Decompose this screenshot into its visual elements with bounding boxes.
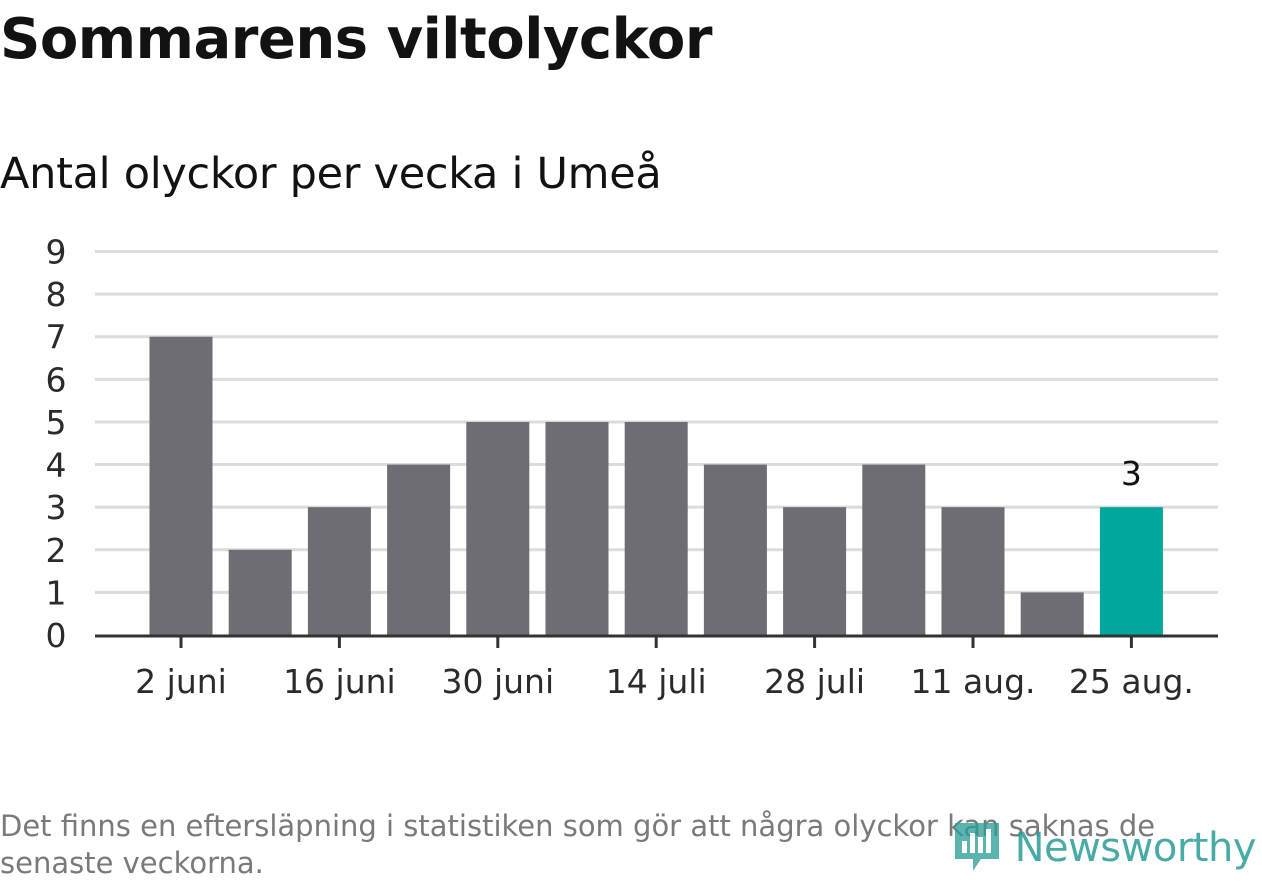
y-tick-label: 5	[46, 403, 67, 442]
data-label: 3	[1121, 454, 1142, 493]
bar	[387, 464, 451, 635]
y-axis-ticks: 0 12 34 5 67 89	[46, 233, 67, 656]
y-tick-label: 9	[46, 233, 67, 272]
x-tick-label: 28 juli	[764, 662, 865, 701]
x-tick-label: 14 juli	[606, 662, 707, 701]
bars	[149, 336, 1163, 635]
y-tick-label: 4	[46, 446, 67, 485]
y-tick-label: 3	[46, 488, 67, 527]
x-tick-label: 16 juni	[283, 662, 396, 701]
bar	[941, 507, 1005, 635]
x-tick-label: 2 juni	[135, 662, 227, 701]
y-tick-label: 0	[46, 616, 67, 655]
bar	[1020, 592, 1084, 635]
bar	[783, 507, 847, 635]
y-tick-label: 6	[46, 360, 67, 399]
data-labels: 3	[1121, 454, 1142, 493]
x-axis-ticks: 2 juni 16 juni 30 juni 14 juli 28 juli 11 aug…	[135, 636, 1194, 701]
bar	[703, 464, 767, 635]
bar	[1099, 507, 1163, 635]
y-tick-label: 8	[46, 275, 67, 314]
y-tick-label: 1	[46, 573, 67, 612]
x-tick-label: 11 aug.	[910, 662, 1035, 701]
bar	[228, 549, 292, 635]
x-tick-label: 25 aug.	[1069, 662, 1194, 701]
y-tick-label: 2	[46, 531, 67, 570]
chart-subtitle: Antal olyckor per vecka i Umeå	[0, 149, 662, 199]
bar	[307, 507, 371, 635]
x-tick-label: 30 juni	[441, 662, 554, 701]
newsworthy-logo-text: Newsworthy	[1014, 825, 1257, 871]
bar	[862, 464, 926, 635]
y-tick-label: 7	[46, 318, 67, 357]
newsworthy-logo: Newsworthy	[951, 818, 1257, 878]
bar	[149, 336, 213, 635]
chart-title: Sommarens viltolyckor	[0, 7, 712, 72]
newsworthy-logo-icon	[954, 823, 999, 871]
bar	[466, 421, 530, 635]
bar	[624, 421, 688, 635]
bar	[545, 421, 609, 635]
